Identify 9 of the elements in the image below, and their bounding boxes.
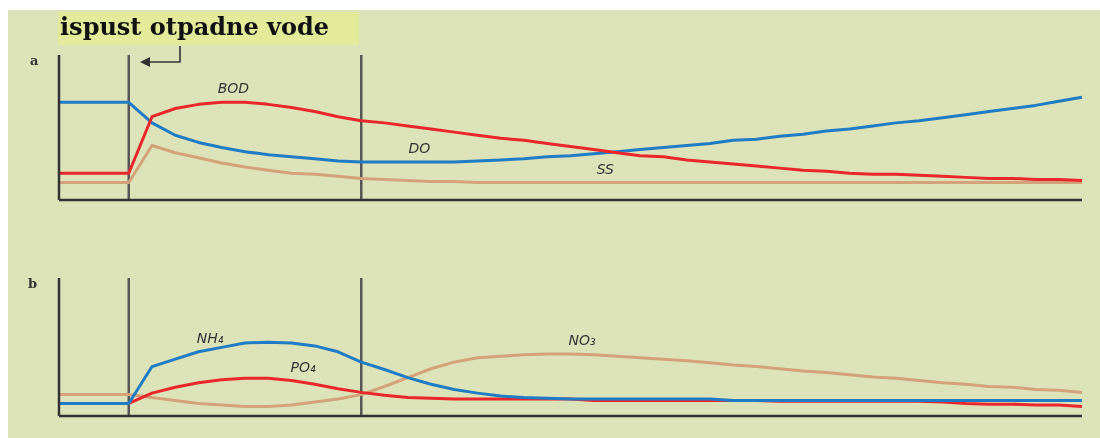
series-label: SS (596, 160, 615, 177)
series-label: NO₃ (568, 332, 597, 349)
chart-title: b (28, 276, 38, 291)
series-label: BOD (217, 80, 250, 97)
chart-title: a (30, 53, 39, 68)
text: ispust otpadne vode (58, 12, 360, 45)
series-label: NH₄ (196, 329, 224, 346)
series-label: PO₄ (290, 358, 317, 375)
series-label: DO (408, 139, 431, 156)
